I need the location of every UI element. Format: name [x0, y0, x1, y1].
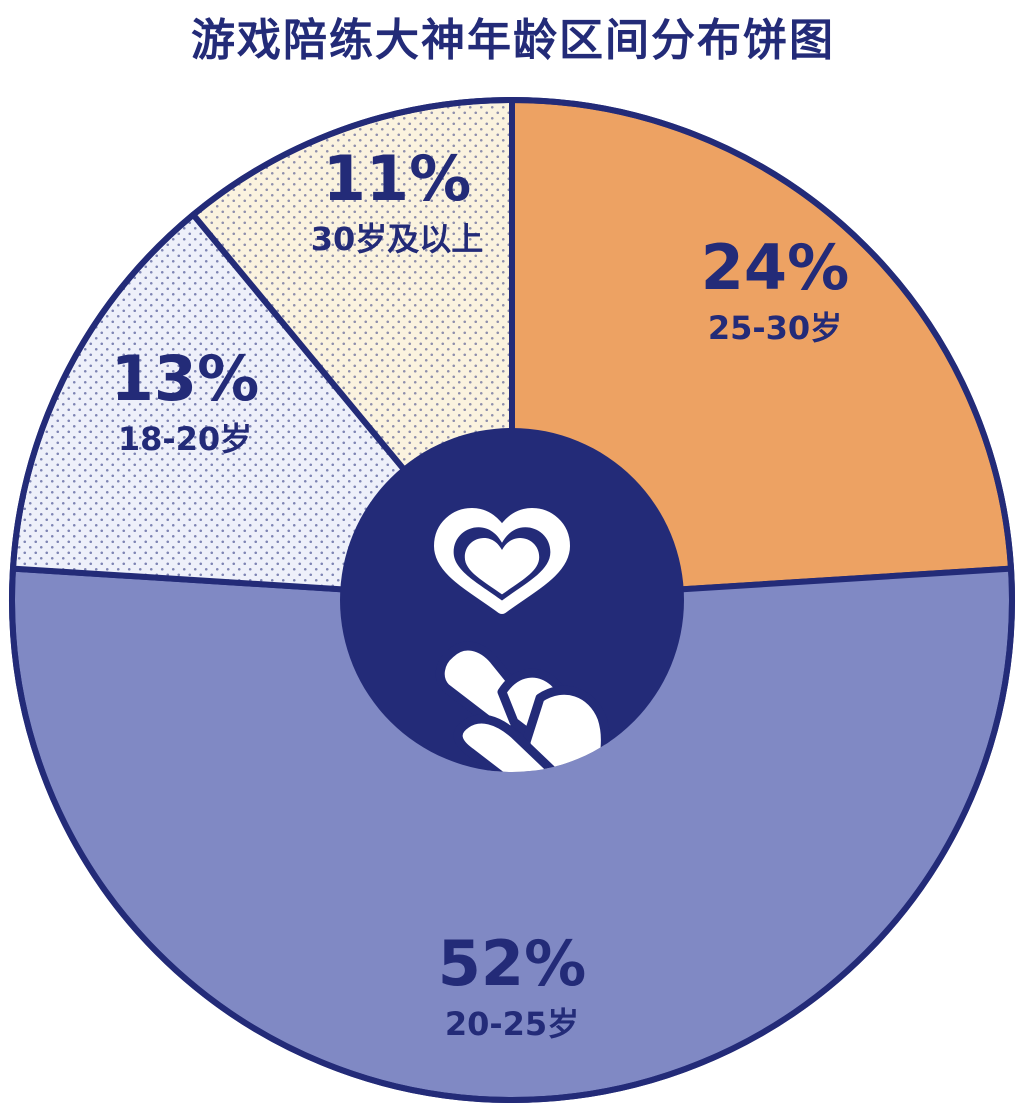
slice-category-label: 30岁及以上 [311, 220, 484, 258]
heart-icon [434, 508, 570, 614]
slice-value-label: 11% [323, 142, 471, 215]
chart-title: 游戏陪练大神年龄区间分布饼图 [191, 15, 835, 66]
slice-category-label: 25-30岁 [708, 309, 842, 347]
slice-value-label: 13% [111, 342, 259, 415]
pie-outline [9, 97, 1015, 1103]
slice-value-label: 52% [438, 927, 586, 1000]
slice-value-label: 24% [701, 231, 849, 304]
slice-category-label: 18-20岁 [118, 420, 252, 458]
slice-category-label: 20-25岁 [445, 1005, 579, 1043]
